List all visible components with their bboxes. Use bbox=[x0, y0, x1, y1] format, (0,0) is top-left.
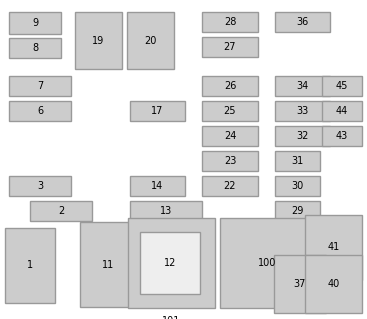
Bar bbox=[80, 222, 137, 307]
Bar bbox=[275, 12, 330, 32]
Bar bbox=[274, 255, 326, 313]
Text: 12: 12 bbox=[164, 258, 176, 268]
Bar bbox=[275, 126, 330, 146]
Text: 29: 29 bbox=[291, 206, 304, 216]
Bar bbox=[202, 101, 258, 121]
Bar bbox=[202, 151, 258, 171]
Text: 11: 11 bbox=[102, 259, 115, 270]
Text: 100: 100 bbox=[258, 258, 277, 268]
Bar bbox=[128, 218, 215, 308]
Bar bbox=[322, 76, 362, 96]
Text: 17: 17 bbox=[151, 106, 164, 116]
Bar bbox=[130, 176, 185, 196]
Text: 45: 45 bbox=[336, 81, 348, 91]
Text: 32: 32 bbox=[296, 131, 309, 141]
Bar bbox=[322, 101, 362, 121]
Bar bbox=[130, 101, 185, 121]
Bar bbox=[275, 151, 320, 171]
Text: 41: 41 bbox=[327, 242, 339, 253]
Text: 37: 37 bbox=[294, 279, 306, 289]
Text: 101: 101 bbox=[162, 316, 181, 319]
Bar bbox=[202, 37, 258, 57]
Bar bbox=[275, 76, 330, 96]
Text: 26: 26 bbox=[224, 81, 236, 91]
Bar bbox=[275, 201, 320, 221]
Text: 6: 6 bbox=[37, 106, 43, 116]
Text: 43: 43 bbox=[336, 131, 348, 141]
Bar bbox=[127, 12, 174, 69]
Bar bbox=[305, 255, 362, 313]
Text: 31: 31 bbox=[291, 156, 304, 166]
Text: 1: 1 bbox=[27, 261, 33, 271]
Text: 28: 28 bbox=[224, 17, 236, 27]
Bar bbox=[5, 228, 55, 303]
Text: 7: 7 bbox=[37, 81, 43, 91]
Text: 30: 30 bbox=[291, 181, 304, 191]
Text: 2: 2 bbox=[58, 206, 64, 216]
Bar bbox=[202, 126, 258, 146]
Text: 33: 33 bbox=[297, 106, 309, 116]
Text: 23: 23 bbox=[224, 156, 236, 166]
Bar bbox=[9, 176, 71, 196]
Text: 3: 3 bbox=[37, 181, 43, 191]
Bar bbox=[202, 76, 258, 96]
Bar bbox=[75, 12, 122, 69]
Text: 24: 24 bbox=[224, 131, 236, 141]
Text: 27: 27 bbox=[224, 42, 236, 52]
Bar bbox=[9, 101, 71, 121]
Text: 34: 34 bbox=[297, 81, 309, 91]
Bar bbox=[322, 126, 362, 146]
Bar bbox=[275, 101, 330, 121]
Bar bbox=[202, 12, 258, 32]
Bar bbox=[30, 201, 92, 221]
Text: 14: 14 bbox=[151, 181, 164, 191]
Bar bbox=[130, 201, 202, 221]
Text: 25: 25 bbox=[224, 106, 236, 116]
Bar bbox=[275, 176, 320, 196]
Text: 22: 22 bbox=[224, 181, 236, 191]
Bar bbox=[9, 38, 61, 58]
Bar bbox=[202, 176, 258, 196]
Bar bbox=[9, 76, 71, 96]
Bar bbox=[220, 218, 315, 308]
Bar bbox=[9, 12, 61, 34]
Bar bbox=[305, 215, 362, 280]
Text: 8: 8 bbox=[32, 43, 38, 53]
Text: 44: 44 bbox=[336, 106, 348, 116]
Text: 40: 40 bbox=[327, 279, 339, 289]
Text: 36: 36 bbox=[297, 17, 309, 27]
Text: 13: 13 bbox=[160, 206, 172, 216]
Bar bbox=[140, 232, 200, 294]
Text: 19: 19 bbox=[92, 35, 105, 46]
Text: 20: 20 bbox=[144, 35, 157, 46]
Text: 9: 9 bbox=[32, 18, 38, 28]
